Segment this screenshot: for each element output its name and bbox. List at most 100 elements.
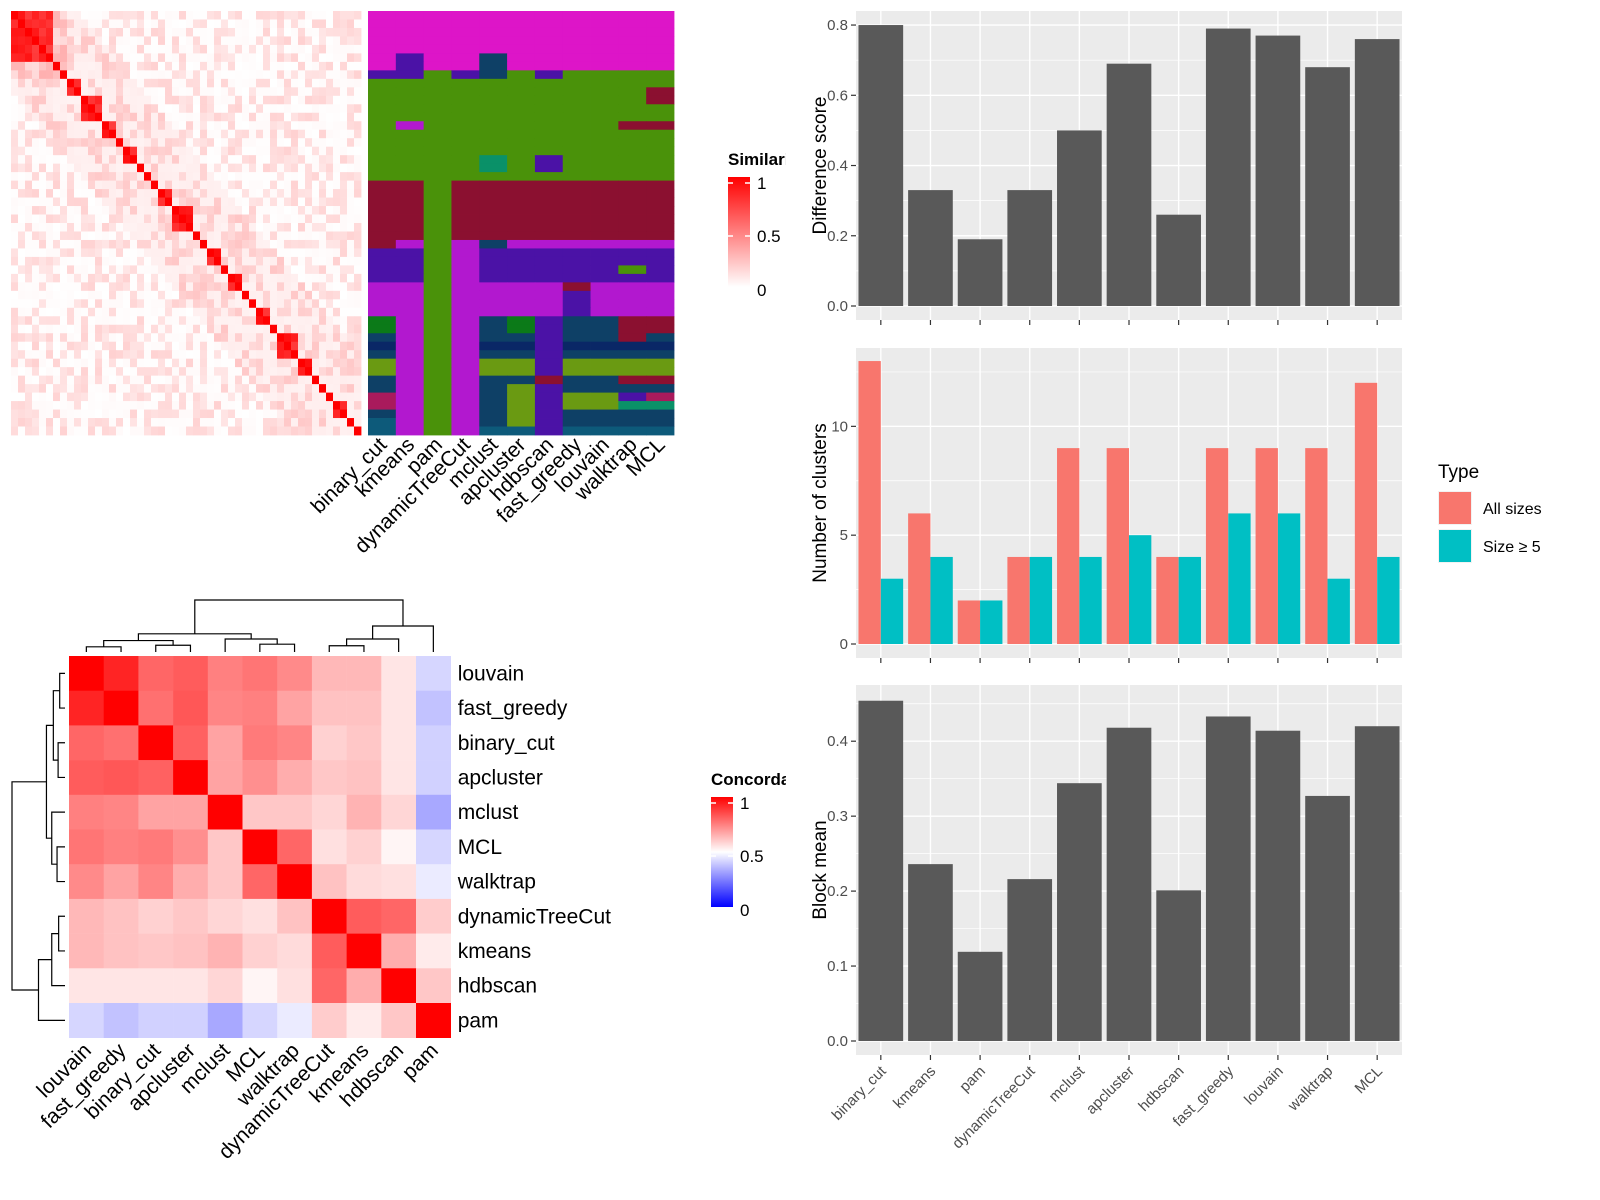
annotation-cell <box>395 36 425 46</box>
annotation-cell <box>423 307 452 317</box>
similarity-cell <box>263 367 271 377</box>
similarity-cell <box>18 121 26 131</box>
similarity-cell <box>305 121 313 131</box>
similarity-cell <box>340 418 348 427</box>
similarity-cell <box>207 350 215 360</box>
similarity-cell <box>298 104 306 114</box>
similarity-cell <box>256 78 264 88</box>
similarity-cell <box>123 384 131 393</box>
similarity-cell <box>53 299 61 309</box>
similarity-cell <box>277 19 285 29</box>
similarity-cell <box>88 239 96 249</box>
similarity-cell <box>102 95 110 105</box>
similarity-cell <box>67 324 75 334</box>
annotation-cell <box>534 426 564 436</box>
type-legend-label: All sizes <box>1483 501 1542 518</box>
similarity-cell <box>263 70 271 80</box>
similarity-cell <box>200 197 208 207</box>
similarity-cell <box>165 146 173 156</box>
similarity-cell <box>186 265 194 275</box>
annotation-cell <box>368 418 397 427</box>
similarity-cell <box>32 70 40 80</box>
similarity-cell <box>39 316 47 326</box>
concordance-cell <box>416 690 451 726</box>
similarity-cell <box>291 214 299 224</box>
annotation-cell <box>507 180 536 190</box>
similarity-cell <box>158 223 166 232</box>
similarity-cell <box>326 307 334 317</box>
similarity-cell <box>333 146 341 156</box>
similarity-cell <box>354 316 362 326</box>
similarity-cell <box>228 138 236 148</box>
similarity-cell <box>74 333 82 343</box>
similarity-cell <box>32 121 40 131</box>
similarity-cell <box>172 11 180 20</box>
similarity-cell <box>200 87 208 97</box>
similarity-cell <box>242 248 250 258</box>
annotation-cell <box>590 375 619 385</box>
similarity-cell <box>95 121 103 131</box>
similarity-cell <box>354 53 362 63</box>
similarity-cell <box>256 256 264 266</box>
similarity-cell <box>158 78 166 88</box>
similarity-cell <box>116 248 124 258</box>
concordance-cell <box>311 933 347 969</box>
similarity-cell <box>130 375 138 385</box>
annotation-cell <box>423 146 452 156</box>
similarity-cell <box>340 409 348 419</box>
similarity-cell <box>165 53 173 63</box>
similarity-cell <box>347 11 355 20</box>
similarity-cell <box>298 401 306 410</box>
similarity-cell <box>158 95 166 105</box>
similarity-cell <box>46 155 54 165</box>
similarity-cell <box>305 307 313 317</box>
similarity-cell <box>88 70 96 80</box>
similarity-cell <box>270 155 278 165</box>
similarity-cell <box>298 358 306 368</box>
similarity-cell <box>256 95 264 105</box>
similarity-cell <box>53 104 61 114</box>
similarity-cell <box>95 299 103 309</box>
annotation-cell <box>618 95 647 105</box>
annotation-cell <box>479 78 508 88</box>
similarity-cell <box>319 392 327 402</box>
annotation-cell <box>590 350 619 360</box>
similarity-cell <box>221 61 229 71</box>
similarity-cell <box>263 333 271 343</box>
similarity-cell <box>207 129 215 139</box>
similarity-cell <box>109 180 117 190</box>
similarity-cell <box>172 307 180 317</box>
similarity-cell <box>326 239 334 249</box>
similarity-cell <box>46 180 54 190</box>
similarity-cell <box>228 95 236 105</box>
similarity-cell <box>221 273 229 283</box>
similarity-cell <box>284 350 292 360</box>
similarity-cell <box>88 11 96 20</box>
similarity-cell <box>291 367 299 377</box>
annotation-cell <box>590 273 619 283</box>
similarity-cell <box>347 112 355 122</box>
similarity-cell <box>319 129 327 139</box>
similarity-cell <box>284 129 292 139</box>
similarity-cell <box>221 290 229 300</box>
similarity-cell <box>326 19 334 29</box>
similarity-cell <box>214 341 222 351</box>
annotation-cell <box>562 409 591 419</box>
similarity-cell <box>74 155 82 165</box>
similarity-cell <box>214 197 222 207</box>
similarity-cell <box>60 350 68 360</box>
similarity-cell <box>186 197 194 207</box>
similarity-cell <box>305 197 313 207</box>
similarity-cell <box>235 273 243 283</box>
annotation-cell <box>562 231 591 241</box>
concordance-cell <box>242 968 278 1004</box>
annotation-cell <box>451 273 480 283</box>
similarity-cell <box>270 180 278 190</box>
similarity-cell <box>305 426 313 436</box>
similarity-cell <box>207 273 215 283</box>
similarity-cell <box>137 155 145 165</box>
similarity-cell <box>249 418 257 427</box>
annotation-cell <box>479 299 508 309</box>
similarity-cell <box>53 78 61 88</box>
similarity-cell <box>200 163 208 173</box>
